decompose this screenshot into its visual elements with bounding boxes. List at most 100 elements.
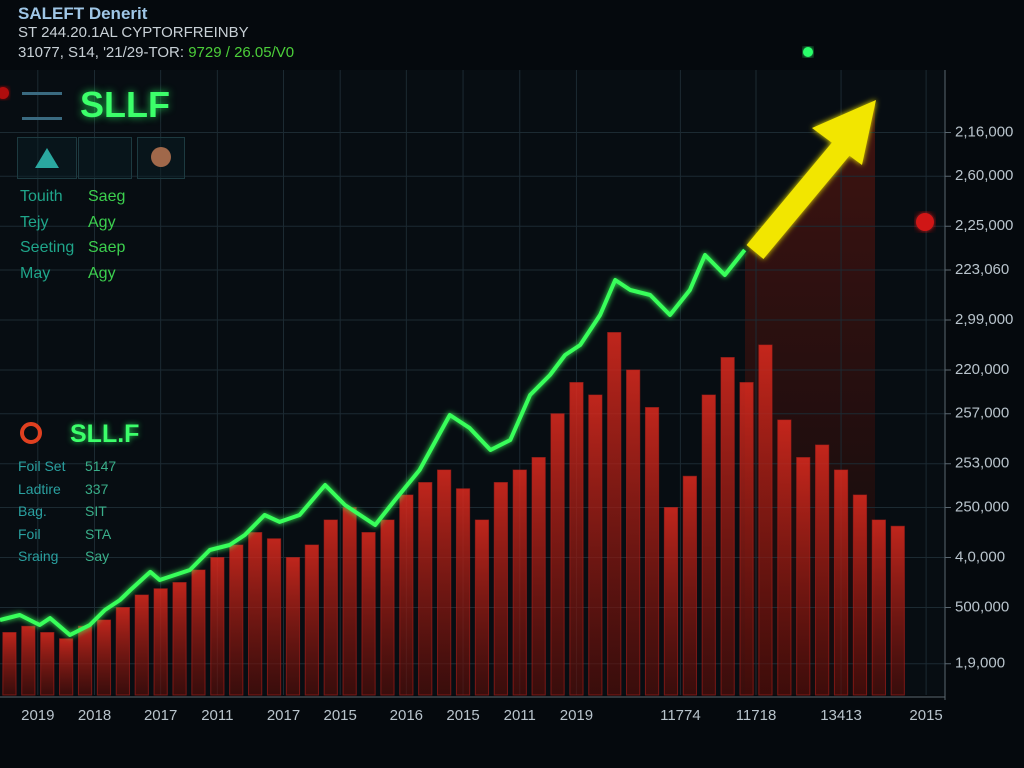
legend-label: Foil Set — [18, 458, 66, 474]
legend-value: 5147 — [85, 458, 117, 474]
bar — [588, 394, 603, 696]
bar — [229, 544, 244, 696]
bar — [361, 532, 376, 696]
bar — [172, 582, 187, 696]
legend-value: Saeg — [88, 188, 126, 205]
bar — [890, 525, 905, 696]
bar — [153, 588, 168, 696]
bar — [191, 569, 206, 696]
x-tick-label: 2018 — [78, 707, 111, 724]
x-tick-label: 11774 — [660, 707, 701, 724]
glow-dot — [916, 213, 934, 231]
bar — [531, 457, 546, 696]
bar — [134, 594, 149, 696]
bar — [796, 457, 811, 696]
bar — [323, 519, 338, 696]
bar — [644, 407, 660, 696]
y-tick-label: 253,000 — [955, 455, 1009, 472]
bar — [833, 469, 849, 696]
legend-value: 337 — [85, 480, 109, 497]
bar — [607, 332, 622, 696]
x-tick-label: 2011 — [201, 707, 233, 724]
layer — [0, 70, 945, 696]
y-tick-label: 500,000 — [955, 598, 1009, 615]
bar — [399, 494, 414, 696]
bar — [871, 519, 886, 696]
legend-label: Foil — [18, 525, 41, 542]
bar — [493, 482, 508, 696]
legend-value: SIT — [85, 503, 107, 519]
legend-label: Bag. — [18, 503, 47, 519]
bar — [96, 619, 112, 696]
bar — [663, 507, 679, 696]
bar — [21, 625, 36, 696]
bar — [474, 519, 490, 696]
legend-label: Seeting — [20, 239, 75, 256]
bar — [248, 532, 263, 696]
logo-2: SLL.F — [70, 420, 140, 448]
bar — [380, 519, 395, 696]
glow-dot — [0, 87, 9, 99]
x-tick-label: 13413 — [820, 707, 862, 724]
bar — [512, 469, 527, 696]
bar — [342, 507, 357, 696]
y-tick-label: 2,25,000 — [955, 217, 1013, 234]
bar — [720, 357, 735, 696]
bar — [626, 369, 641, 696]
y-tick-label: 2,99,000 — [955, 311, 1013, 328]
icon-coin — [137, 137, 185, 179]
arrow-shaft — [746, 130, 859, 260]
x-tick-label: 2015 — [324, 707, 357, 724]
info-highlight: 9729 / 26.05/V0 — [188, 44, 295, 61]
price-line — [0, 248, 747, 637]
y-tick-label: 250,000 — [955, 498, 1009, 515]
menu-icon — [22, 92, 62, 120]
legend-label: Sraing — [18, 548, 59, 564]
icon-warning — [17, 137, 77, 179]
coin-shape — [151, 147, 171, 167]
bar — [77, 625, 93, 696]
y-tick-label: 2,16,000 — [955, 123, 1013, 140]
bar — [115, 607, 130, 696]
y-tick-label: 223,060 — [955, 261, 1009, 278]
y-tick-label: 220,000 — [955, 361, 1009, 378]
y-tick-label: 1,9,000 — [955, 655, 1005, 672]
bar — [701, 394, 716, 696]
legend-value: Saep — [88, 239, 126, 256]
arrow-head — [812, 100, 876, 165]
bar — [59, 638, 74, 696]
bar — [40, 632, 55, 696]
bar — [739, 382, 754, 696]
x-tick-label: 2011 — [504, 707, 536, 724]
warning-shape — [35, 148, 59, 168]
legend-label: May — [20, 264, 51, 282]
bar — [682, 475, 697, 696]
x-tick-label: 2016 — [390, 707, 423, 724]
trend-arrow — [746, 100, 876, 260]
legend-value: Say — [85, 548, 110, 564]
bar — [266, 538, 282, 696]
x-tick-label: 2017 — [267, 707, 300, 724]
y-tick-label: 2,60,000 — [955, 167, 1013, 184]
logo-icon — [20, 422, 42, 444]
x-tick-label: 2015 — [446, 707, 479, 724]
info-text: 31077, S14, '21/29-TOR: — [18, 44, 185, 61]
y-tick-label: 257,000 — [955, 405, 1009, 422]
title: SALEFT Denerit — [18, 4, 148, 23]
legend-value: Agy — [88, 264, 116, 282]
logo: SLLF — [80, 84, 170, 125]
icon-chart — [78, 137, 132, 179]
bar — [437, 469, 452, 696]
bar — [210, 557, 225, 696]
y-tick-label: 4,0,000 — [955, 548, 1005, 565]
legend-label: Tejy — [20, 213, 49, 231]
legend-value: STA — [85, 525, 112, 542]
x-tick-label: 2015 — [909, 707, 942, 724]
bar — [2, 632, 17, 696]
glow-dot — [803, 47, 813, 57]
x-tick-label: 2017 — [144, 707, 177, 724]
legend-label: Ladtire — [18, 480, 61, 497]
bar — [418, 482, 433, 696]
